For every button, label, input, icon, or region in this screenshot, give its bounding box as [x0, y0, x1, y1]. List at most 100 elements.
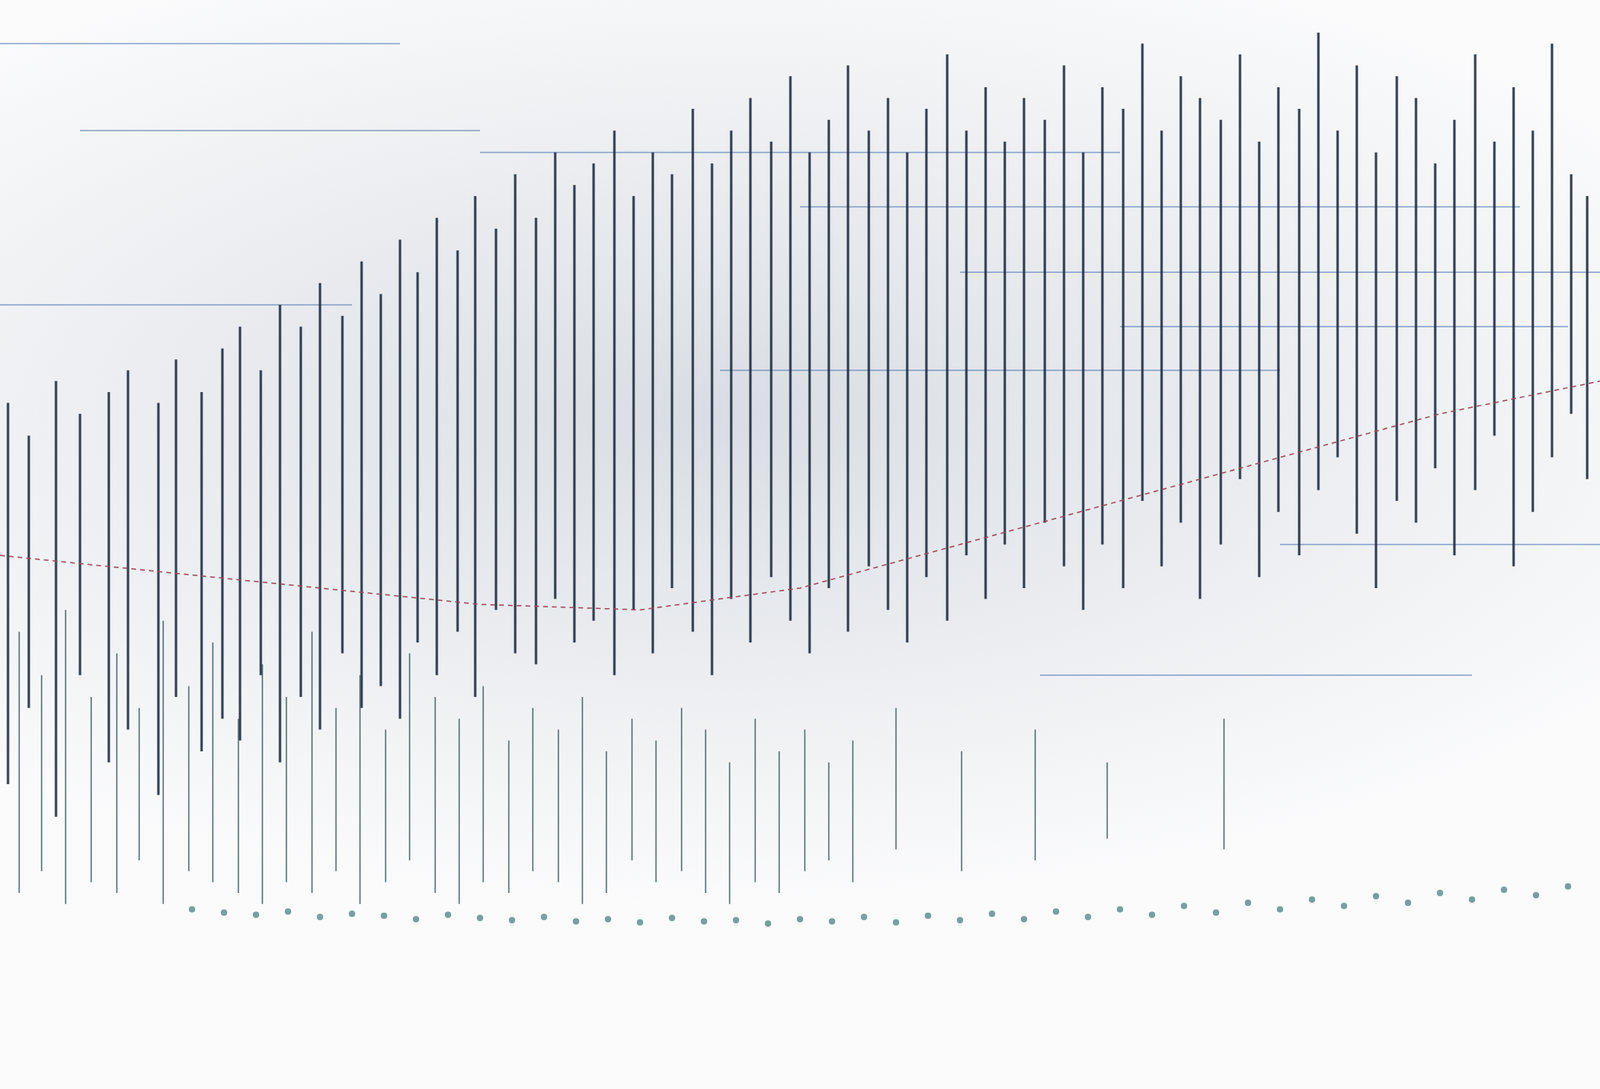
range-line — [581, 696, 584, 904]
range-line — [1122, 108, 1125, 588]
range-line — [319, 283, 322, 730]
range-line — [341, 316, 344, 654]
range-line — [1044, 120, 1047, 524]
range-line — [359, 675, 361, 904]
range-line — [789, 76, 792, 621]
range-line — [495, 228, 498, 610]
dot — [732, 916, 740, 924]
dot — [412, 916, 420, 923]
dot — [1564, 883, 1572, 890]
range-line — [360, 261, 364, 708]
range-line — [64, 609, 67, 904]
range-line — [1220, 120, 1223, 545]
range-line — [946, 54, 949, 621]
dot — [668, 914, 676, 921]
range-line — [631, 718, 633, 860]
dot — [380, 912, 388, 920]
range-line — [1356, 65, 1359, 534]
dot — [604, 916, 612, 923]
range-line — [18, 631, 20, 893]
range-line — [754, 718, 756, 882]
range-line — [770, 141, 773, 577]
range-line — [279, 304, 282, 763]
dot — [1372, 892, 1380, 900]
range-line — [434, 696, 436, 893]
dot — [924, 912, 932, 920]
range-line — [868, 130, 871, 566]
range-line — [1277, 87, 1280, 512]
dot — [892, 919, 900, 926]
dot — [476, 914, 484, 921]
dot — [1244, 899, 1252, 906]
range-line — [300, 326, 303, 697]
range-line — [1034, 729, 1036, 860]
range-line — [212, 642, 214, 882]
range-line — [237, 718, 240, 893]
dot — [1052, 908, 1060, 915]
range-line — [1223, 718, 1225, 849]
range-line — [335, 708, 337, 872]
range-line — [108, 392, 111, 763]
dot — [1020, 916, 1028, 923]
dot — [1212, 909, 1220, 916]
range-line — [1586, 196, 1589, 480]
range-line — [535, 217, 538, 664]
dot — [1148, 911, 1156, 918]
dot — [316, 913, 324, 920]
range-line — [613, 130, 616, 676]
range-line — [1023, 97, 1026, 588]
dot — [796, 916, 804, 923]
range-line — [906, 152, 909, 643]
range-line — [1199, 97, 1202, 599]
horizontal-segment — [960, 272, 1600, 274]
range-line — [456, 250, 460, 632]
series-range — [19, 609, 1224, 904]
range-line — [175, 359, 178, 697]
range-line — [1512, 87, 1516, 567]
range-line — [573, 184, 576, 643]
range-line — [592, 163, 596, 621]
range-line — [605, 751, 608, 893]
dot — [1468, 896, 1476, 903]
range-line — [1082, 152, 1085, 611]
range-line — [138, 708, 140, 861]
range-line — [1570, 174, 1573, 414]
dot — [1340, 902, 1348, 909]
range-line — [79, 413, 82, 676]
dot — [284, 908, 292, 915]
series-range — [8, 32, 1588, 817]
range-line — [399, 239, 402, 719]
range-line — [384, 729, 387, 883]
horizontal-segment — [80, 130, 480, 132]
range-line — [261, 664, 264, 904]
range-line — [1239, 54, 1242, 480]
range-line — [1396, 76, 1399, 501]
range-line — [127, 370, 130, 730]
range-line — [960, 751, 963, 872]
range-line — [7, 403, 10, 784]
series-line — [0, 380, 1600, 610]
range-line — [557, 729, 560, 883]
range-line — [895, 708, 897, 850]
dashed-line — [0, 380, 1600, 610]
horizontal-segment — [1120, 326, 1568, 328]
range-line — [1106, 762, 1108, 839]
range-line — [1493, 141, 1496, 436]
range-line — [778, 751, 780, 893]
range-line — [1101, 87, 1104, 545]
horizontal-segment — [720, 369, 1280, 372]
range-line — [200, 392, 204, 752]
dot — [1436, 889, 1444, 896]
dot — [1084, 913, 1092, 920]
range-line — [55, 380, 58, 816]
dot — [1532, 892, 1540, 899]
range-line — [90, 696, 92, 882]
dot — [508, 916, 516, 924]
range-line — [704, 729, 707, 893]
series-scatter — [188, 883, 1572, 927]
canvas — [0, 0, 1600, 1089]
range-line — [808, 152, 812, 654]
range-line — [380, 293, 383, 686]
horizontal-segment — [0, 43, 400, 45]
range-line — [157, 403, 160, 796]
